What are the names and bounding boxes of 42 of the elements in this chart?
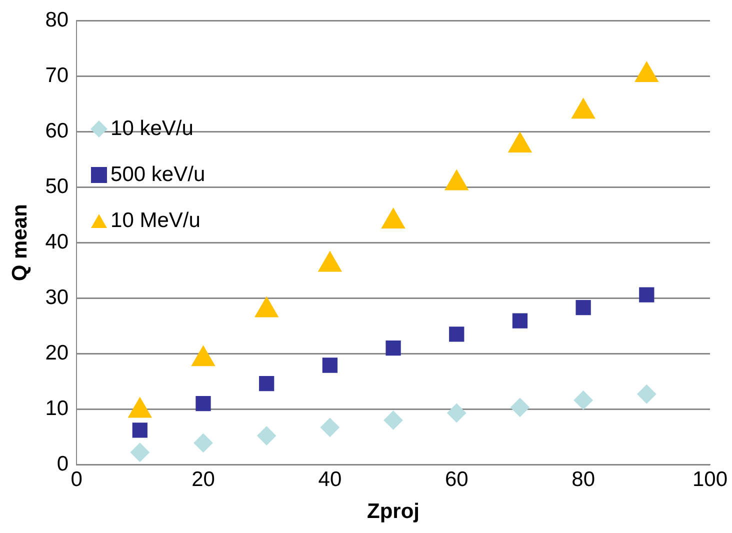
x-tick-label: 40 [318,468,342,491]
point [634,61,658,82]
point [196,396,211,412]
point [259,376,274,392]
point [639,287,654,302]
y-tick-label: 20 [45,341,69,364]
point [130,442,150,462]
point [576,300,591,316]
y-tick-label: 30 [45,286,69,309]
x-axis-title: Zproj [367,500,420,524]
point [444,170,468,190]
point [572,98,596,119]
point [382,208,406,229]
y-tick-label: 80 [45,8,69,32]
y-tick-label: 50 [45,174,69,198]
y-tick-label: 40 [45,230,69,254]
point [386,340,401,356]
legend-label: 500 keV/u [110,162,206,187]
point [384,410,403,430]
point [574,390,593,410]
point [322,358,338,373]
x-tick-label: 100 [692,468,728,491]
x-tick-label: 60 [444,468,468,491]
point [320,418,340,437]
y-tick-label: 60 [45,119,69,142]
point [449,326,464,342]
point [132,422,148,438]
point [508,132,532,152]
x-tick-label: 20 [192,468,215,491]
point [512,313,528,328]
point [257,426,276,446]
point [637,384,656,404]
legend-label: 10 keV/u [110,116,194,141]
point [194,433,213,452]
point [510,398,530,417]
point [447,403,466,422]
y-axis-title: Q mean [8,204,32,282]
x-tick-label: 80 [572,468,595,491]
legend-label: 10 MeV/u [110,208,200,233]
y-tick-label: 10 [45,396,69,420]
y-tick-label: 0 [56,452,69,476]
y-tick-label: 70 [45,64,69,87]
